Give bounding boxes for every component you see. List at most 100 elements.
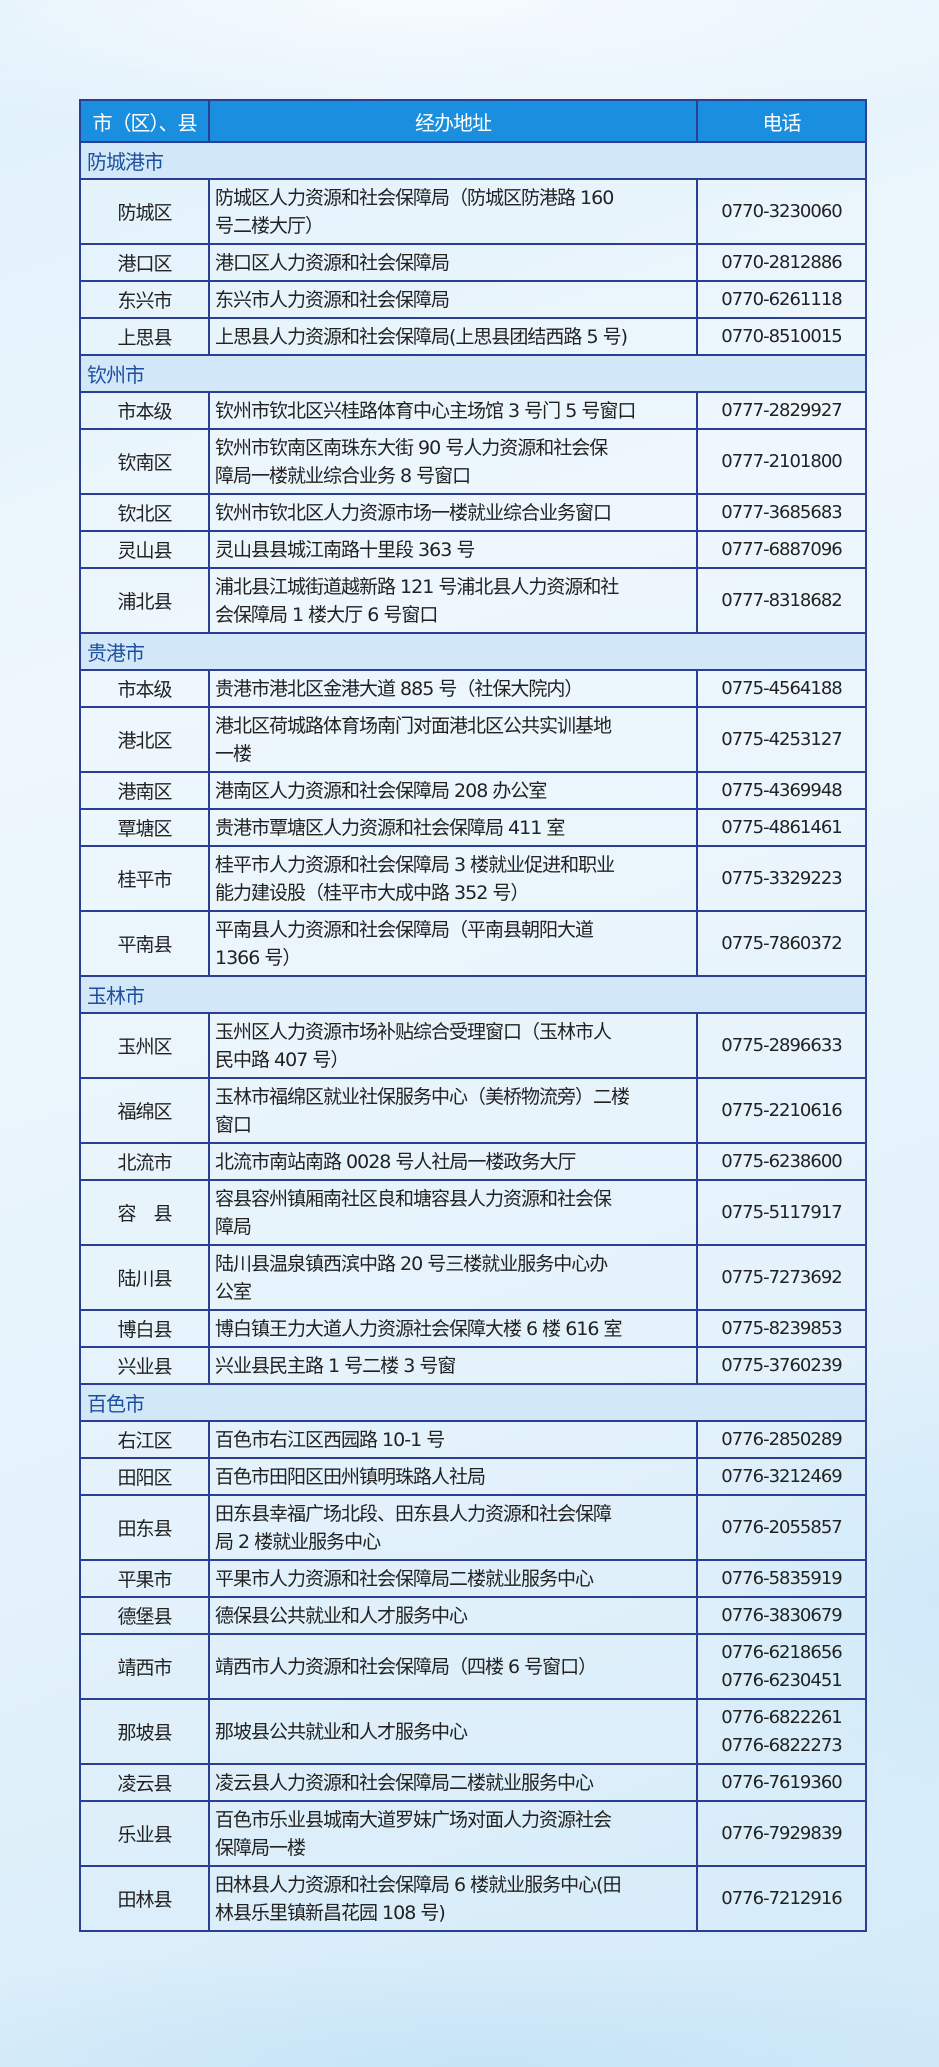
table-row: 市本级 钦州市钦北区兴桂路体育中心主场馆 3 号门 5 号窗口 0777-28299… xyxy=(79,391,867,430)
address-line: 陆川县温泉镇西滨中路 20 号三楼就业服务中心办 xyxy=(215,1252,608,1275)
table-row: 田林县 田林县人力资源和社会保障局 6 楼就业服务中心(田 林县乐里镇新昌花园 10… xyxy=(79,1865,867,1932)
phone-cell: 0775-6238600 xyxy=(696,1142,867,1181)
region-cell: 市本级 xyxy=(79,669,210,708)
address-line: 号二楼大厅） xyxy=(215,214,324,237)
region-cell: 东兴市 xyxy=(79,280,210,319)
phone-number: 0770-8510015 xyxy=(721,325,842,347)
region-cell: 田阳区 xyxy=(79,1457,210,1496)
phone-cell: 0776-2055857 xyxy=(696,1494,867,1561)
address-line: 百色市田阳区田州镇明珠路人社局 xyxy=(215,1465,486,1488)
address-cell: 平果市人力资源和社会保障局二楼就业服务中心 xyxy=(208,1559,698,1598)
region-cell: 覃塘区 xyxy=(79,808,210,847)
region-cell: 凌云县 xyxy=(79,1763,210,1802)
address-line: 兴业县民主路 1 号二楼 3 号窗 xyxy=(215,1354,456,1377)
phone-cell: 0777-3685683 xyxy=(696,493,867,532)
phone-number: 0775-5117917 xyxy=(721,1201,842,1223)
phone-number: 0775-6238600 xyxy=(721,1150,842,1172)
address-line: 保障局一楼 xyxy=(215,1836,306,1859)
phone-cell: 0776-7212916 xyxy=(696,1865,867,1932)
region-cell: 防城区 xyxy=(79,178,210,245)
city-group-name: 玉林市 xyxy=(79,975,867,1014)
phone-number: 0777-8318682 xyxy=(721,589,842,611)
table-row: 港口区 港口区人力资源和社会保障局 0770-2812886 xyxy=(79,243,867,282)
address-cell: 陆川县温泉镇西滨中路 20 号三楼就业服务中心办 公室 xyxy=(208,1244,698,1311)
address-line: 凌云县人力资源和社会保障局二楼就业服务中心 xyxy=(215,1771,594,1794)
phone-cell: 0777-2101800 xyxy=(696,428,867,495)
phone-number: 0776-7212916 xyxy=(721,1887,842,1909)
region-cell: 那坡县 xyxy=(79,1698,210,1765)
address-line: 百色市右江区西园路 10-1 号 xyxy=(215,1428,445,1451)
address-cell: 贵港市港北区金港大道 885 号（社保大院内） xyxy=(208,669,698,708)
region-cell: 福绵区 xyxy=(79,1077,210,1144)
table-row: 容 县容县容州镇厢南社区良和塘容县人力资源和社会保 障局 0775-5117917 xyxy=(79,1179,867,1246)
address-line: 钦州市钦北区人力资源市场一楼就业综合业务窗口 xyxy=(215,501,612,524)
address-line: 靖西市人力资源和社会保障局（四楼 6 号窗口） xyxy=(215,1655,597,1678)
phone-number: 0770-2812886 xyxy=(721,251,842,273)
table-row: 玉州区 玉州区人力资源市场补贴综合受理窗口（玉林市人 民中路 407 号） 0775-… xyxy=(79,1012,867,1079)
phone-number: 0776-5835919 xyxy=(721,1567,842,1589)
phone-number: 0776-2055857 xyxy=(721,1516,842,1538)
address-line: 浦北县江城街道越新路 121 号浦北县人力资源和社 xyxy=(215,575,619,598)
table-row: 乐业县 百色市乐业县城南大道罗妹广场对面人力资源社会 保障局一楼 0776-79298… xyxy=(79,1800,867,1867)
table-row: 灵山县 灵山县县城江南路十里段 363 号 0777-6887096 xyxy=(79,530,867,569)
region-cell: 上思县 xyxy=(79,317,210,356)
address-line: 平南县人力资源和社会保障局（平南县朝阳大道 xyxy=(215,918,594,941)
city-group-row: 贵港市 xyxy=(79,632,867,671)
phone-cell: 0775-5117917 xyxy=(696,1179,867,1246)
phone-cell: 0776-5835919 xyxy=(696,1559,867,1598)
phone-number: 0775-7860372 xyxy=(721,932,842,954)
address-cell: 灵山县县城江南路十里段 363 号 xyxy=(208,530,698,569)
table-row: 靖西市 靖西市人力资源和社会保障局（四楼 6 号窗口） 0776-6218656 07… xyxy=(79,1633,867,1700)
address-line: 东兴市人力资源和社会保障局 xyxy=(215,288,450,311)
column-header-region: 市（区）、县 xyxy=(79,99,210,143)
address-line: 会保障局 1 楼大厅 6 号窗口 xyxy=(215,603,438,626)
region-cell: 博白县 xyxy=(79,1309,210,1348)
region-cell: 靖西市 xyxy=(79,1633,210,1700)
phone-cell: 0775-2210616 xyxy=(696,1077,867,1144)
phone-cell: 0770-3230060 xyxy=(696,178,867,245)
phone-number: 0776-6822273 xyxy=(721,1734,842,1756)
address-line: 容县容州镇厢南社区良和塘容县人力资源和社会保 xyxy=(215,1187,612,1210)
phone-cell: 0776-3830679 xyxy=(696,1596,867,1635)
table-row: 北流市 北流市南站南路 0028 号人社局一楼政务大厅 0775-6238600 xyxy=(79,1142,867,1181)
address-line: 林县乐里镇新昌花园 108 号) xyxy=(215,1901,446,1924)
address-line: 玉林市福绵区就业社保服务中心（美桥物流旁）二楼 xyxy=(215,1085,630,1108)
table-row: 德堡县 德保县公共就业和人才服务中心 0776-3830679 xyxy=(79,1596,867,1635)
phone-cell: 0775-8239853 xyxy=(696,1309,867,1348)
address-line: 博白镇王力大道人力资源社会保障大楼 6 楼 616 室 xyxy=(215,1317,623,1340)
address-cell: 靖西市人力资源和社会保障局（四楼 6 号窗口） xyxy=(208,1633,698,1700)
phone-cell: 0775-4369948 xyxy=(696,771,867,810)
column-header-phone: 电话 xyxy=(696,99,867,143)
table-body: 防城港市 防城区 防城区人力资源和社会保障局（防城区防港路 160 号二楼大厅） 077… xyxy=(79,141,867,1932)
address-line: 港南区人力资源和社会保障局 208 办公室 xyxy=(215,779,547,802)
address-line: 桂平市人力资源和社会保障局 3 楼就业促进和职业 xyxy=(215,853,615,876)
region-cell: 灵山县 xyxy=(79,530,210,569)
address-line: 能力建设股（桂平市大成中路 352 号） xyxy=(215,881,529,904)
phone-number: 0775-2896633 xyxy=(721,1034,842,1056)
region-cell: 乐业县 xyxy=(79,1800,210,1867)
table-row: 田东县 田东县幸福广场北段、田东县人力资源和社会保障局 2 楼就业服务中心 0776… xyxy=(79,1494,867,1561)
phone-cell: 0770-2812886 xyxy=(696,243,867,282)
phone-number: 0776-2850289 xyxy=(721,1428,842,1450)
phone-number: 0776-7929839 xyxy=(721,1822,842,1844)
address-line: 港口区人力资源和社会保障局 xyxy=(215,251,450,274)
address-cell: 百色市右江区西园路 10-1 号 xyxy=(208,1420,698,1459)
table-row: 平南县 平南县人力资源和社会保障局（平南县朝阳大道 1366 号） 0775-7860… xyxy=(79,910,867,977)
address-line: 平果市人力资源和社会保障局二楼就业服务中心 xyxy=(215,1567,594,1590)
phone-cell: 0776-6218656 0776-6230451 xyxy=(696,1633,867,1700)
table-row: 防城区 防城区人力资源和社会保障局（防城区防港路 160 号二楼大厅） 0770-32… xyxy=(79,178,867,245)
phone-number: 0776-6218656 xyxy=(721,1641,842,1663)
address-line: 1366 号） xyxy=(215,946,301,969)
address-cell: 贵港市覃塘区人力资源和社会保障局 411 室 xyxy=(208,808,698,847)
city-group-row: 防城港市 xyxy=(79,141,867,180)
table-row: 右江区 百色市右江区西园路 10-1 号 0776-2850289 xyxy=(79,1420,867,1459)
address-line: 贵港市覃塘区人力资源和社会保障局 411 室 xyxy=(215,816,565,839)
address-line: 局 2 楼就业服务中心 xyxy=(215,1530,381,1553)
address-cell: 凌云县人力资源和社会保障局二楼就业服务中心 xyxy=(208,1763,698,1802)
phone-number: 0775-4861461 xyxy=(721,816,842,838)
address-cell: 东兴市人力资源和社会保障局 xyxy=(208,280,698,319)
address-cell: 百色市乐业县城南大道罗妹广场对面人力资源社会 保障局一楼 xyxy=(208,1800,698,1867)
phone-cell: 0775-2896633 xyxy=(696,1012,867,1079)
region-cell: 陆川县 xyxy=(79,1244,210,1311)
table-row: 桂平市 桂平市人力资源和社会保障局 3 楼就业促进和职业 能力建设股（桂平市大成中路… xyxy=(79,845,867,912)
